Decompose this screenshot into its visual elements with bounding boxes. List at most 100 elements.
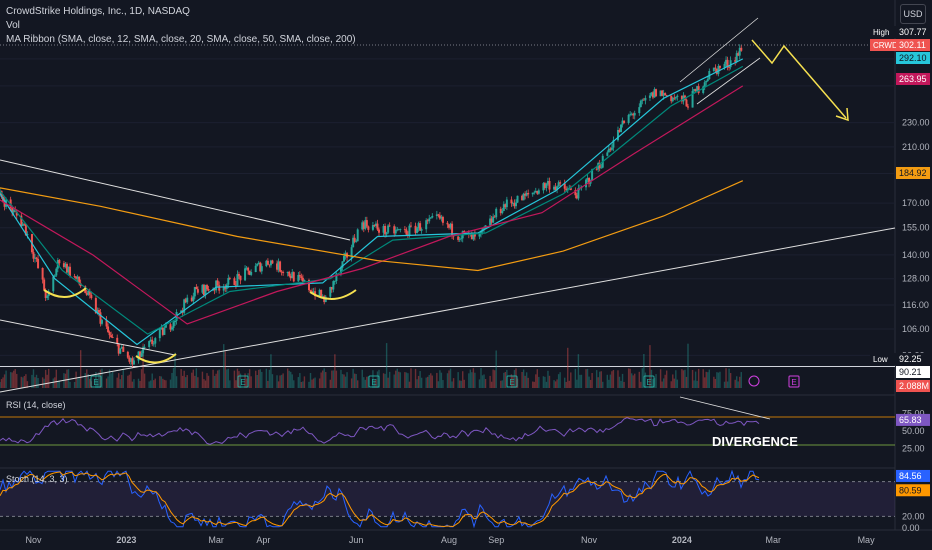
volume-bar <box>714 378 717 388</box>
volume-bar <box>414 368 417 388</box>
volume-bar <box>588 376 590 388</box>
candle-body <box>350 247 353 258</box>
candle-body <box>259 262 262 272</box>
volume-bar <box>204 380 207 388</box>
head-arc <box>135 353 177 364</box>
candle-body <box>213 288 216 291</box>
candle-body <box>227 278 230 285</box>
currency-button[interactable]: USD <box>900 4 926 24</box>
candle-body <box>266 260 269 265</box>
candle-body <box>244 268 247 281</box>
volume-bar <box>154 378 156 388</box>
volume-bar <box>430 373 432 388</box>
candle-body <box>152 343 155 345</box>
volume-bar <box>143 373 146 388</box>
ma50-tag-value: 263.95 <box>899 74 927 84</box>
volume-bar <box>343 374 345 388</box>
candle-body <box>356 229 359 242</box>
candle-body <box>352 237 355 248</box>
volume-bar <box>652 379 654 388</box>
candle-body <box>414 225 417 233</box>
volume-bar <box>267 380 269 388</box>
volume-bar <box>372 370 374 388</box>
volume-bar <box>670 381 672 388</box>
volume-bar <box>86 369 88 388</box>
candle-body <box>23 223 26 225</box>
volume-bar <box>559 372 561 388</box>
vol-value-tag-value: 90.21 <box>899 367 922 377</box>
volume-bar <box>293 380 295 388</box>
volume-bar <box>472 368 475 388</box>
volume-bar <box>405 372 408 388</box>
candle-body <box>184 299 187 303</box>
volume-bar <box>34 377 36 388</box>
volume-bar <box>417 375 420 388</box>
volume-bar <box>137 378 140 388</box>
volume-bar <box>726 381 729 388</box>
earnings-marker-text: E <box>791 378 796 387</box>
candle-body <box>329 286 332 297</box>
candle-body <box>233 278 236 285</box>
volume-bar <box>140 369 143 388</box>
candle-body <box>362 222 365 229</box>
volume-bar <box>388 371 391 388</box>
volume-bar <box>408 381 411 388</box>
crwd-tag-value-bg <box>896 39 930 51</box>
candle-body <box>139 351 142 357</box>
volume-bar <box>484 379 487 388</box>
volume-bar <box>493 370 496 388</box>
volume-bar <box>567 347 569 388</box>
candle-body <box>451 223 454 236</box>
volume-bar <box>107 376 109 388</box>
volume-bar <box>606 374 609 388</box>
candle-body <box>332 281 335 290</box>
time-tick-label: 2024 <box>672 535 692 545</box>
candle-body <box>609 148 612 150</box>
candle-body <box>248 270 251 275</box>
candle-body <box>339 267 342 274</box>
candle-body <box>97 310 100 313</box>
candle-body <box>691 90 694 108</box>
candle-body <box>694 89 697 92</box>
volume-bar <box>425 377 427 388</box>
volume-bar <box>597 377 599 388</box>
candle-body <box>610 147 613 150</box>
candle-body <box>717 65 720 74</box>
volume-bar <box>576 379 578 388</box>
volume-bar <box>739 376 741 388</box>
shoulder-arc-right <box>309 289 357 300</box>
candle-body <box>726 59 729 68</box>
volume-bar <box>611 371 613 388</box>
candle-body <box>245 267 248 269</box>
volume-bar <box>463 379 465 388</box>
candle-body <box>286 271 289 274</box>
volume-bar <box>644 372 647 388</box>
price-tick-label: 210.00 <box>902 142 930 152</box>
volume-bar <box>500 380 502 388</box>
volume-bar <box>54 377 56 388</box>
candle-body <box>673 97 676 99</box>
earnings-marker-text: E <box>371 378 376 387</box>
candle-body <box>330 286 333 290</box>
trendline-down <box>0 159 351 241</box>
candle-body <box>126 351 129 358</box>
candle-body <box>183 299 186 313</box>
candle-body <box>419 223 422 231</box>
candle-body <box>639 100 642 108</box>
time-tick-label: Nov <box>25 535 42 545</box>
volume-bar <box>478 379 481 388</box>
candle-body <box>24 224 27 236</box>
candle-body <box>117 343 120 354</box>
volume-bar <box>153 380 155 388</box>
volume-bar <box>11 372 13 388</box>
volume-bar <box>356 380 359 388</box>
candle-body <box>172 322 175 328</box>
volume-bar <box>363 377 365 388</box>
volume-bar <box>212 369 214 388</box>
volume-bar <box>492 369 494 388</box>
candle-body <box>655 89 658 97</box>
candle-body <box>320 289 323 298</box>
volume-bar <box>416 379 418 388</box>
candle-body <box>314 291 317 297</box>
